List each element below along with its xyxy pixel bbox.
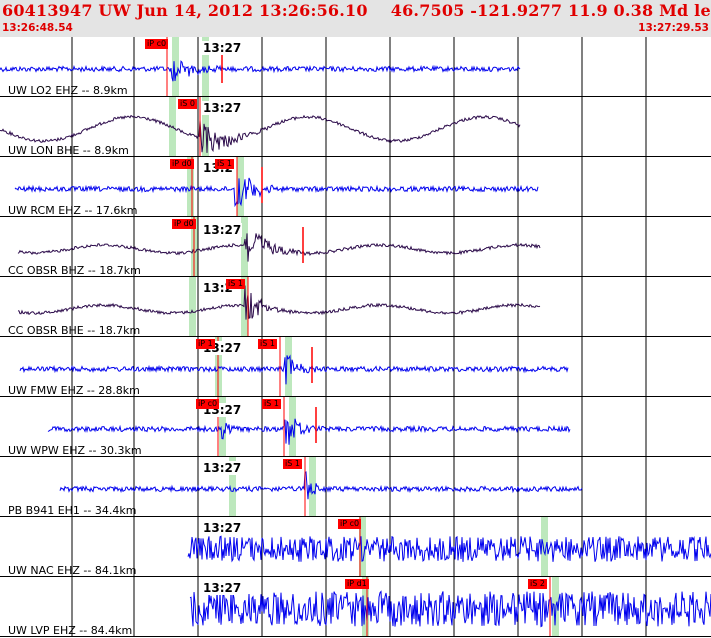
waveform-trace — [0, 60, 521, 82]
station-label: UW LON BHE -- 8.9km — [8, 144, 129, 157]
station-label: UW RCM EHZ -- 17.6km — [8, 204, 138, 217]
phase-pick-label[interactable]: iS 1 — [283, 459, 302, 469]
phase-pick-label[interactable]: iP d0 — [172, 219, 196, 229]
phase-pick-label[interactable]: iP d0 — [170, 159, 194, 169]
phase-window — [189, 277, 196, 337]
minute-label: 13:27 — [202, 223, 243, 237]
waveform-trace — [59, 471, 583, 500]
station-label: CC OBSR BHZ -- 18.7km — [8, 264, 141, 277]
minute-label: 13:2 — [202, 281, 234, 295]
phase-pick-label[interactable]: iS 2 — [528, 579, 547, 589]
phase-window — [172, 37, 179, 97]
trace-panel[interactable] — [0, 337, 711, 397]
event-title: 60413947 UW Jun 14, 2012 13:26:56.10 46.… — [2, 1, 711, 20]
minute-label: 13:27 — [202, 521, 243, 535]
phase-pick-label[interactable]: iP c0 — [338, 519, 362, 529]
trace-panel[interactable] — [0, 577, 711, 637]
trace-panel[interactable] — [0, 277, 711, 337]
trace-panel[interactable] — [0, 157, 711, 217]
minute-label: 13:27 — [202, 101, 243, 115]
window-start-time: 13:26:48.54 — [2, 22, 73, 34]
phase-pick-label[interactable]: iS 1 — [226, 279, 245, 289]
waveform-trace — [14, 177, 539, 208]
waveform-area[interactable] — [0, 37, 711, 638]
trace-panel[interactable] — [0, 217, 711, 277]
phase-pick-label[interactable]: iP 1 — [196, 339, 215, 349]
station-label: UW WPW EHZ -- 30.3km — [8, 444, 142, 457]
phase-window — [241, 217, 248, 277]
phase-window — [219, 397, 226, 457]
phase-pick-label[interactable]: iS 1 — [258, 339, 277, 349]
phase-window — [309, 457, 316, 517]
phase-window — [202, 37, 209, 97]
phase-pick-label[interactable]: iS 0 — [178, 99, 197, 109]
station-label: UW NAC EHZ -- 84.1km — [8, 564, 137, 577]
header-bar: 60413947 UW Jun 14, 2012 13:26:56.10 46.… — [0, 0, 711, 37]
waveform-trace — [189, 590, 711, 628]
station-label: PB B941 EH1 -- 34.4km — [8, 504, 137, 517]
phase-window — [359, 517, 366, 577]
waveform-trace — [187, 535, 711, 563]
minute-label: 13:27 — [202, 461, 243, 475]
trace-panel[interactable] — [0, 37, 711, 97]
phase-pick-label[interactable]: iP c0 — [196, 399, 220, 409]
waveform-trace — [0, 114, 521, 153]
minute-label: 13:27 — [202, 581, 243, 595]
waveform-trace — [47, 418, 571, 445]
station-label: CC OBSR BHE -- 18.7km — [8, 324, 141, 337]
phase-pick-label[interactable]: iP d1 — [345, 579, 369, 589]
phase-window — [541, 517, 548, 577]
phase-window — [237, 157, 244, 217]
waveform-trace — [17, 233, 541, 262]
trace-panel[interactable] — [0, 97, 711, 157]
minute-label: 13:27 — [202, 41, 243, 55]
station-label: UW FMW EHZ -- 28.8km — [8, 384, 140, 397]
phase-pick-label[interactable]: iS 1 — [262, 399, 281, 409]
station-label: UW LO2 EHZ -- 8.9km — [8, 84, 128, 97]
phase-window — [285, 337, 292, 397]
phase-window — [229, 457, 236, 517]
waveform-trace — [17, 285, 541, 320]
station-label: UW LVP EHZ -- 84.4km — [8, 624, 133, 637]
phase-pick-label[interactable]: iP c0 — [145, 39, 169, 49]
window-end-time: 13:27:29.53 — [638, 22, 709, 34]
phase-pick-label[interactable]: iS 1 — [215, 159, 234, 169]
phase-window — [241, 277, 248, 337]
waveform-trace — [19, 354, 569, 385]
trace-panel[interactable] — [0, 457, 711, 517]
